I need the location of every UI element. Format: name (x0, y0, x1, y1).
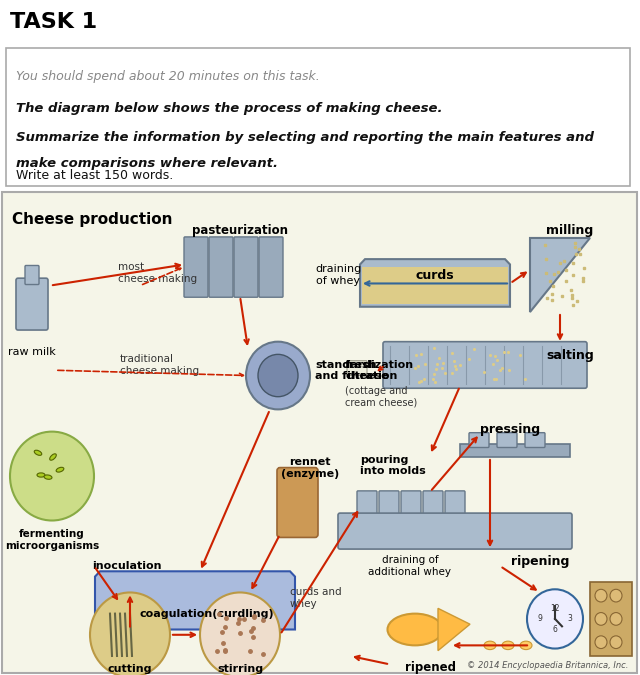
Polygon shape (530, 238, 590, 312)
FancyBboxPatch shape (184, 237, 208, 297)
Text: Cheese production: Cheese production (12, 211, 173, 227)
Ellipse shape (387, 614, 442, 645)
Text: draining
of whey: draining of whey (315, 264, 361, 286)
Circle shape (527, 589, 583, 649)
FancyBboxPatch shape (6, 48, 630, 186)
FancyBboxPatch shape (234, 237, 258, 297)
Text: 3: 3 (568, 614, 572, 624)
FancyBboxPatch shape (469, 433, 489, 448)
Circle shape (610, 613, 622, 625)
FancyBboxPatch shape (379, 491, 399, 516)
Polygon shape (95, 571, 295, 630)
Text: pouring
into molds: pouring into molds (360, 455, 426, 477)
Text: Write at least 150 words.: Write at least 150 words. (16, 169, 173, 182)
Text: inoculation: inoculation (92, 561, 161, 571)
Circle shape (595, 613, 607, 625)
Text: Summarize the information by selecting and reporting the main features and: Summarize the information by selecting a… (16, 131, 594, 144)
Text: stirring: stirring (217, 664, 263, 674)
Text: You should spend about 20 minutes on this task.: You should spend about 20 minutes on thi… (16, 70, 320, 83)
Text: 6: 6 (552, 625, 557, 634)
FancyBboxPatch shape (209, 237, 233, 297)
FancyBboxPatch shape (347, 360, 367, 375)
Text: raw milk: raw milk (8, 347, 56, 357)
Text: cutting: cutting (108, 664, 152, 674)
Text: milling: milling (547, 224, 594, 237)
Text: microorganisms: microorganisms (5, 541, 99, 551)
FancyBboxPatch shape (590, 582, 632, 656)
Text: ripened
cheese: ripened cheese (404, 662, 456, 675)
Circle shape (595, 636, 607, 649)
Circle shape (258, 354, 298, 397)
Circle shape (610, 636, 622, 649)
Text: 12: 12 (550, 604, 560, 613)
FancyBboxPatch shape (25, 265, 39, 285)
Circle shape (610, 589, 622, 602)
Text: The diagram below shows the process of making cheese.: The diagram below shows the process of m… (16, 102, 442, 115)
FancyBboxPatch shape (423, 491, 443, 516)
Ellipse shape (484, 641, 496, 649)
Text: pasteurization: pasteurization (192, 224, 288, 237)
FancyBboxPatch shape (497, 433, 517, 448)
Polygon shape (438, 608, 470, 651)
Circle shape (10, 431, 94, 520)
Text: coagulation(curdling): coagulation(curdling) (140, 609, 275, 618)
Ellipse shape (58, 455, 65, 461)
Text: standardization
and filtration: standardization and filtration (315, 360, 413, 381)
Polygon shape (360, 259, 510, 306)
Text: make comparisons where relevant.: make comparisons where relevant. (16, 157, 278, 170)
Text: rennet
(enzyme): rennet (enzyme) (281, 457, 339, 479)
FancyBboxPatch shape (277, 468, 318, 537)
Ellipse shape (42, 450, 50, 455)
Ellipse shape (502, 641, 514, 649)
Ellipse shape (520, 641, 532, 649)
Text: pressing: pressing (480, 423, 540, 436)
Text: (cottage and
cream cheese): (cottage and cream cheese) (345, 386, 417, 408)
FancyBboxPatch shape (16, 278, 48, 330)
Text: fresh
cheese: fresh cheese (345, 360, 388, 381)
Text: TASK 1: TASK 1 (10, 12, 97, 32)
Text: draining of
additional whey: draining of additional whey (369, 556, 451, 577)
FancyBboxPatch shape (338, 513, 572, 549)
Text: 9: 9 (538, 614, 543, 624)
Text: most
cheese making: most cheese making (118, 263, 197, 284)
Ellipse shape (50, 477, 56, 483)
FancyBboxPatch shape (383, 342, 587, 388)
FancyBboxPatch shape (259, 237, 283, 297)
Circle shape (246, 342, 310, 410)
FancyBboxPatch shape (2, 192, 637, 673)
Circle shape (200, 593, 280, 675)
FancyBboxPatch shape (401, 491, 421, 516)
Text: salting: salting (546, 349, 594, 362)
FancyBboxPatch shape (460, 444, 570, 457)
Text: ripening: ripening (511, 556, 569, 568)
Circle shape (90, 593, 170, 675)
Ellipse shape (34, 461, 42, 466)
Polygon shape (362, 267, 508, 304)
Text: fermenting: fermenting (19, 529, 85, 539)
Ellipse shape (48, 468, 56, 473)
FancyBboxPatch shape (445, 491, 465, 516)
FancyBboxPatch shape (525, 433, 545, 448)
Text: traditional
cheese making: traditional cheese making (120, 354, 199, 376)
Text: curds and
whey: curds and whey (290, 587, 342, 609)
Circle shape (595, 589, 607, 602)
Text: © 2014 Encyclopaedia Britannica, Inc.: © 2014 Encyclopaedia Britannica, Inc. (467, 661, 628, 670)
FancyBboxPatch shape (357, 491, 377, 516)
Text: curds: curds (416, 269, 454, 281)
